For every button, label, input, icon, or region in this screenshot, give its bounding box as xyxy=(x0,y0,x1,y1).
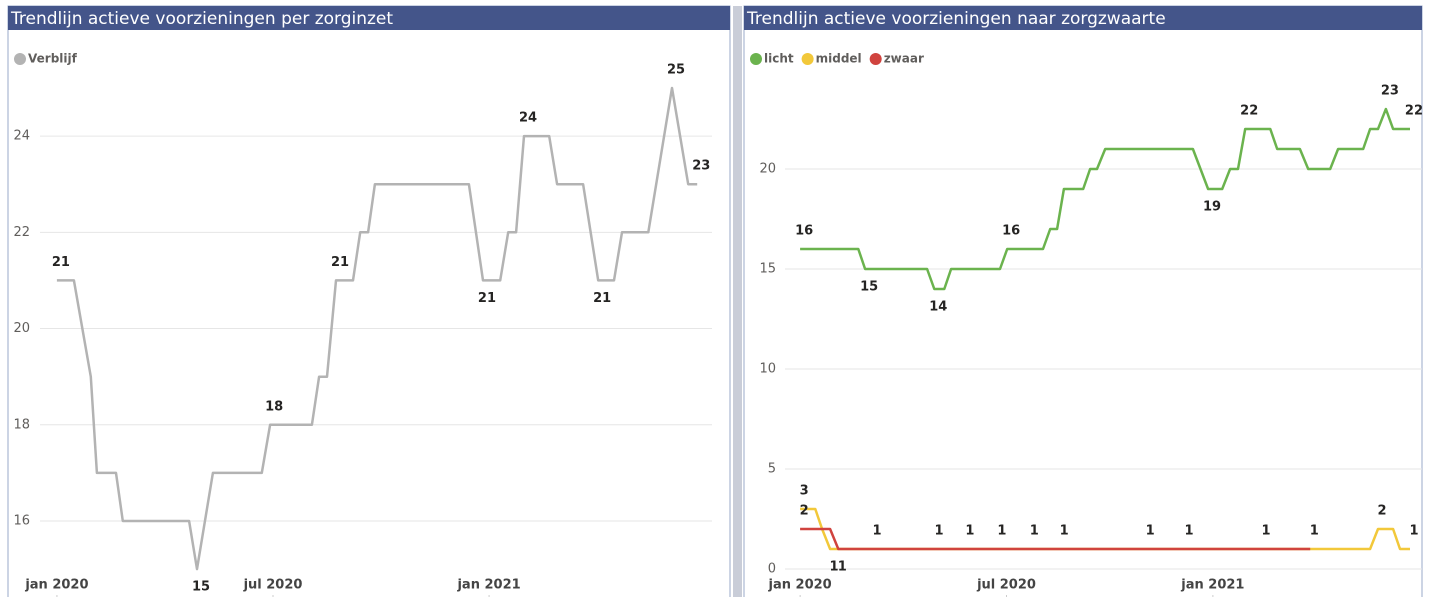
y-tick-label: 20 xyxy=(13,321,30,336)
legend-label: licht xyxy=(764,52,794,66)
data-label: 1 xyxy=(830,560,839,575)
x-tick-label: jul 2020 xyxy=(976,578,1036,593)
data-label: 1 xyxy=(934,524,943,539)
y-tick-label: 22 xyxy=(13,225,30,240)
chart-title: Trendlijn actieve voorzieningen naar zor… xyxy=(746,9,1166,29)
data-label: 2 xyxy=(1377,504,1386,519)
data-label: 21 xyxy=(52,255,70,270)
data-label: 1 xyxy=(997,524,1006,539)
title-bar xyxy=(744,6,1422,30)
y-tick-label: 15 xyxy=(759,262,776,277)
data-label: 16 xyxy=(1002,224,1020,239)
data-label: 1 xyxy=(965,524,974,539)
chart-title: Trendlijn actieve voorzieningen per zorg… xyxy=(10,9,393,29)
data-label: 21 xyxy=(331,255,349,270)
series-line xyxy=(800,507,1410,551)
x-tick-label: jan 2021 xyxy=(456,578,520,593)
y-tick-label: 0 xyxy=(768,562,776,577)
data-label: 15 xyxy=(192,580,210,595)
y-tick-label: 18 xyxy=(13,417,30,432)
data-label: 2 xyxy=(800,504,809,519)
data-label: 1 xyxy=(1146,524,1155,539)
data-label: 25 xyxy=(667,62,685,77)
legend-marker xyxy=(801,53,814,65)
data-label: 1 xyxy=(1409,524,1418,539)
x-tick-label: jul 2020 xyxy=(243,578,303,593)
series-line xyxy=(800,527,1311,551)
data-label: 1 xyxy=(838,560,847,575)
data-label: 3 xyxy=(800,484,809,499)
data-label: 21 xyxy=(478,291,496,306)
y-tick-label: 5 xyxy=(768,462,776,477)
data-label: 1 xyxy=(1060,524,1069,539)
data-label: 14 xyxy=(929,300,947,315)
legend-label: middel xyxy=(816,52,862,66)
title-bar xyxy=(8,6,730,30)
series-line xyxy=(56,86,698,571)
legend-label: zwaar xyxy=(884,52,924,66)
legend-marker xyxy=(869,53,882,65)
series-line xyxy=(800,107,1410,291)
data-label: 15 xyxy=(860,280,878,295)
legend-label: Verblijf xyxy=(28,52,78,66)
data-label: 1 xyxy=(1262,524,1271,539)
data-label: 22 xyxy=(1405,104,1423,119)
data-label: 1 xyxy=(1030,524,1039,539)
divider xyxy=(733,6,742,597)
y-tick-label: 24 xyxy=(13,129,30,144)
data-label: 18 xyxy=(265,399,283,414)
x-tick-label: jan 2020 xyxy=(768,578,832,593)
data-label: 19 xyxy=(1203,200,1221,215)
data-label: 1 xyxy=(1184,524,1193,539)
y-tick-label: 16 xyxy=(13,513,30,528)
data-label: 1 xyxy=(873,524,882,539)
data-label: 21 xyxy=(593,291,611,306)
x-tick-label: jan 2020 xyxy=(24,578,88,593)
data-label: 22 xyxy=(1240,104,1258,119)
y-tick-label: 20 xyxy=(759,162,776,177)
legend-marker xyxy=(750,53,762,65)
data-label: 23 xyxy=(1381,84,1399,99)
y-tick-label: 10 xyxy=(759,362,776,377)
data-label: 1 xyxy=(1310,524,1319,539)
data-label: 24 xyxy=(519,111,537,126)
legend-marker xyxy=(14,53,26,65)
data-label: 16 xyxy=(795,224,813,239)
data-label: 23 xyxy=(692,159,710,174)
x-tick-label: jan 2021 xyxy=(1180,578,1244,593)
